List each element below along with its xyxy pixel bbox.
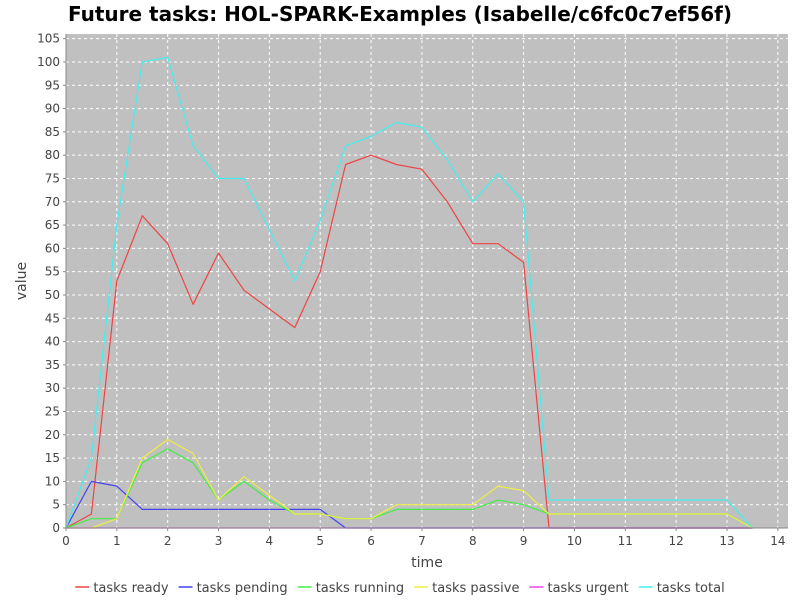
y-tick-label: 55	[45, 265, 60, 279]
y-tick-label: 45	[45, 311, 60, 325]
x-tick-label: 7	[418, 534, 426, 548]
x-tick-label: 13	[719, 534, 734, 548]
y-tick-label: 85	[45, 125, 60, 139]
series-line-tasks-pending	[65, 480, 753, 529]
legend-label: tasks passive	[432, 581, 519, 596]
y-tick-label: 95	[45, 78, 60, 92]
series-line-tasks-passive	[66, 438, 753, 529]
x-tick-label: 9	[520, 534, 528, 548]
x-tick-label: 1	[113, 534, 121, 548]
y-tick-label: 20	[45, 428, 60, 442]
x-tick-label: 3	[215, 534, 223, 548]
x-tick-label: 10	[567, 534, 582, 548]
y-tick-label: 70	[45, 195, 60, 209]
y-tick-label: 0	[52, 521, 60, 535]
x-tick-label: 11	[618, 534, 633, 548]
x-axis-label: time	[411, 555, 443, 571]
y-tick-label: 5	[52, 498, 60, 512]
legend-label: tasks running	[316, 581, 404, 596]
y-tick-label: 100	[37, 55, 60, 69]
x-tick-label: 0	[62, 534, 70, 548]
series-line-tasks-ready	[65, 154, 753, 529]
y-tick-label: 50	[45, 288, 60, 302]
plot-background	[66, 34, 788, 528]
y-tick-label: 30	[45, 381, 60, 395]
grid-lines	[65, 34, 788, 529]
chart-title: Future tasks: HOL-SPARK-Examples (Isabel…	[67, 2, 733, 26]
x-tick-label: 4	[266, 534, 274, 548]
y-tick-label: 25	[45, 404, 60, 418]
y-tick-label: 60	[45, 241, 60, 255]
x-tick-label: 2	[164, 534, 172, 548]
y-tick-label: 10	[45, 474, 60, 488]
legend-label: tasks total	[657, 581, 725, 596]
y-tick-label: 35	[45, 358, 60, 372]
x-tick-label: 5	[316, 534, 324, 548]
y-tick-label: 40	[45, 335, 60, 349]
series-line-tasks-total	[65, 56, 753, 529]
legend-label: tasks ready	[93, 581, 169, 596]
y-tick-label: 15	[45, 451, 60, 465]
y-tick-label: 90	[45, 102, 60, 116]
axes	[63, 34, 788, 531]
tick-labels: 0510152025303540455055606570758085909510…	[37, 32, 785, 548]
legend-label: tasks urgent	[547, 581, 628, 596]
y-tick-label: 105	[37, 32, 60, 46]
x-tick-label: 12	[669, 534, 684, 548]
y-axis-label: value	[14, 262, 30, 300]
legend-label: tasks pending	[197, 581, 288, 596]
y-tick-label: 65	[45, 218, 60, 232]
x-tick-label: 6	[367, 534, 375, 548]
y-tick-label: 75	[45, 171, 60, 185]
y-tick-label: 80	[45, 148, 60, 162]
x-tick-label: 14	[770, 534, 785, 548]
legend: tasks ready tasks pending tasks running tas…	[75, 581, 725, 596]
x-tick-label: 8	[469, 534, 477, 548]
